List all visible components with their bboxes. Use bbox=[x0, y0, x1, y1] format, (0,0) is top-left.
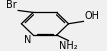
Text: OH: OH bbox=[85, 11, 100, 21]
Text: NH₂: NH₂ bbox=[59, 41, 78, 51]
Text: Br: Br bbox=[6, 0, 17, 10]
Text: N: N bbox=[24, 35, 32, 45]
